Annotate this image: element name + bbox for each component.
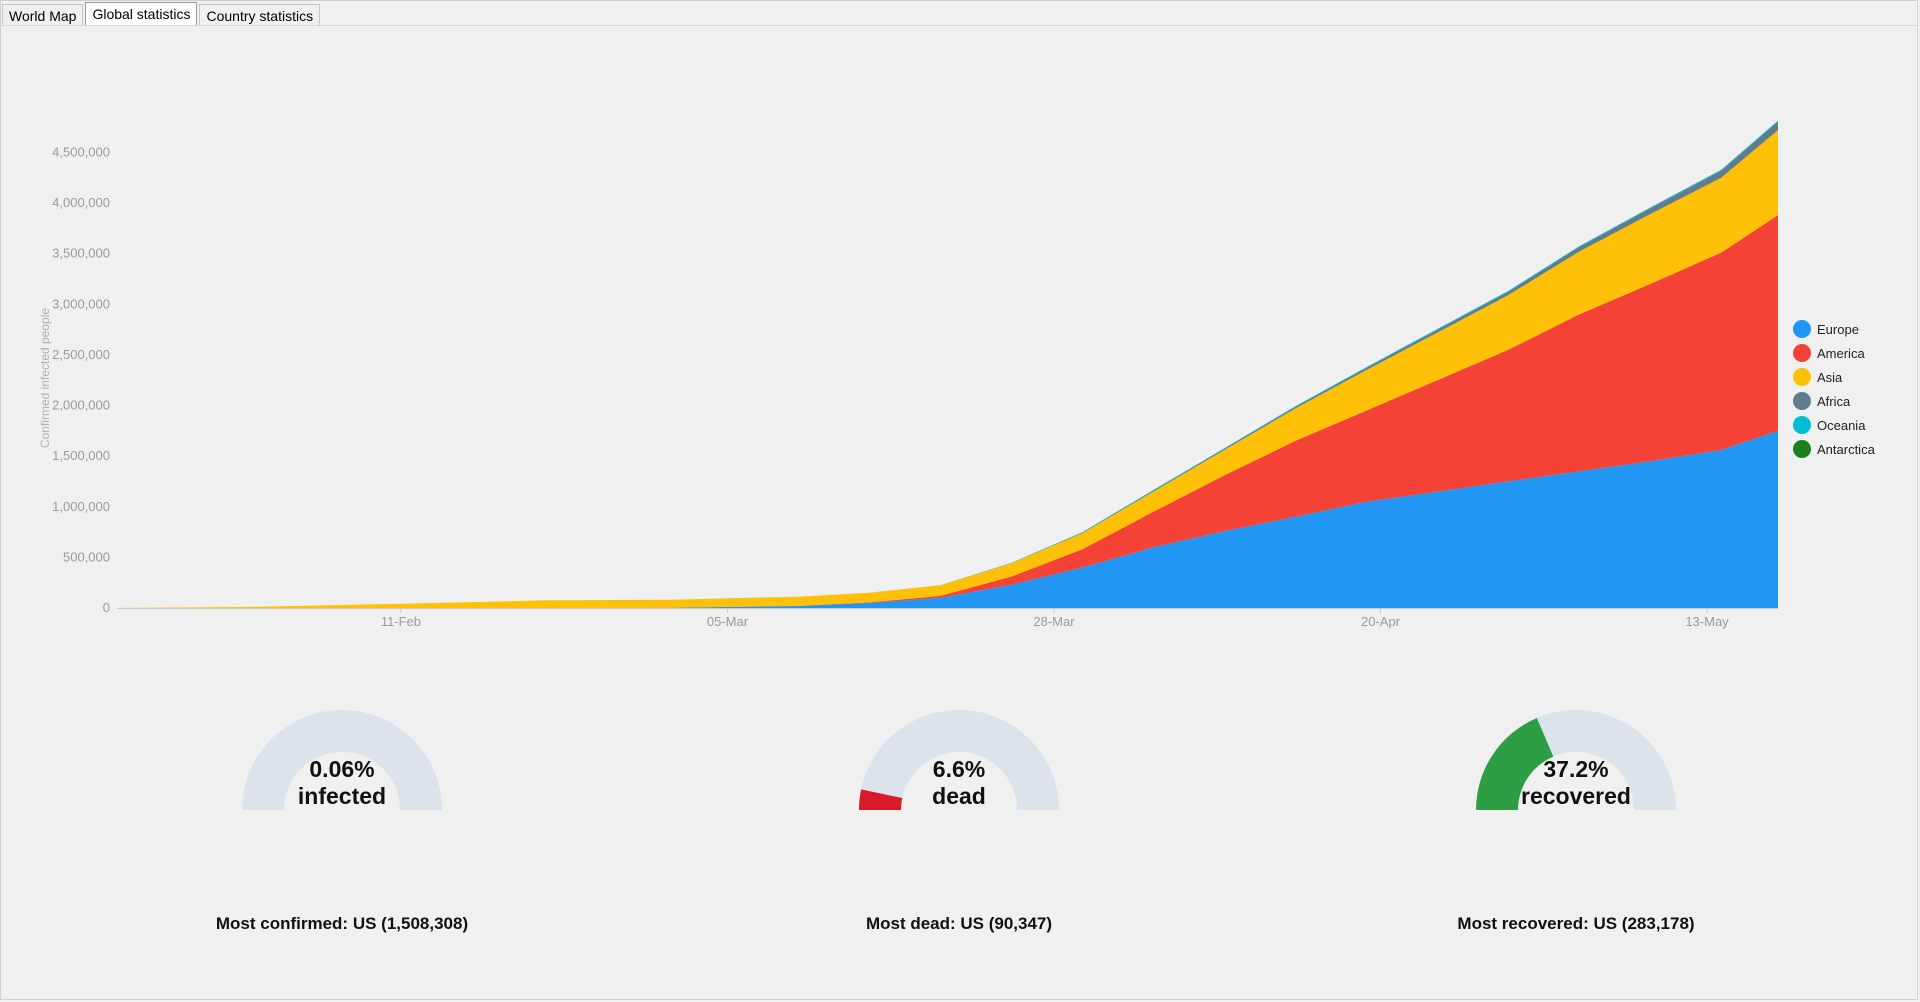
tab-global-statistics[interactable]: Global statistics: [85, 2, 198, 25]
most-confirmed-text: Most confirmed: US (1,508,308): [215, 914, 469, 933]
most-recovered-text: Most recovered: US (283,178): [1457, 914, 1695, 933]
x-axis: 11-Feb 05-Mar 28-Mar 20-Apr 13-May: [381, 608, 1729, 629]
legend-label: Asia: [1817, 369, 1843, 385]
gauge-dead-word: dead: [932, 783, 986, 809]
legend-dot: [1793, 416, 1811, 434]
legend-item-america[interactable]: America: [1793, 341, 1875, 365]
x-tick-label: 05-Mar: [707, 614, 749, 629]
gauge-infected-graphic: [242, 709, 442, 810]
gauge-infected-word: infected: [297, 783, 387, 809]
y-axis-title: Confirmed infected people: [38, 308, 52, 448]
legend-dot: [1793, 440, 1811, 458]
y-tick-label: 2,000,000: [52, 398, 110, 413]
x-tick-label: 28-Mar: [1033, 614, 1075, 629]
legend-label: Africa: [1817, 393, 1851, 409]
legend-item-oceania[interactable]: Oceania: [1793, 413, 1875, 437]
y-tick-label: 500,000: [63, 549, 110, 564]
legend-label: Oceania: [1817, 417, 1866, 433]
x-tick-label: 13-May: [1685, 614, 1729, 629]
legend-dot: [1793, 368, 1811, 386]
y-tick-label: 0: [103, 600, 110, 615]
y-tick-label: 1,000,000: [52, 499, 110, 514]
gauge-fill: [1476, 717, 1554, 810]
tab-bar: World Map Global statistics Country stat…: [2, 2, 322, 26]
legend-item-antarctica[interactable]: Antarctica: [1793, 437, 1875, 461]
gauge-recovered-graphic: [1476, 709, 1676, 810]
area-asia: [117, 130, 1778, 608]
x-tick-label: 20-Apr: [1361, 614, 1401, 629]
legend-label: Europe: [1817, 321, 1859, 337]
legend-label: Antarctica: [1817, 441, 1875, 457]
gauge-infected-percent: 0.06%: [309, 756, 375, 782]
gauge-track: [242, 709, 442, 810]
gauge-fill: [859, 789, 903, 810]
legend-dot: [1793, 320, 1811, 338]
gauge-dead: 6.6% dead: [849, 700, 1069, 820]
gauge-track: [859, 709, 1059, 810]
y-axis: 0 500,000 1,000,000 1,500,000 2,000,000 2,500…: [52, 144, 110, 615]
gauge-dead-percent: 6.6%: [932, 756, 986, 782]
gauge-dead-graphic: [859, 709, 1059, 810]
legend-item-europe[interactable]: Europe: [1793, 317, 1875, 341]
chart-areas: [117, 120, 1778, 608]
gauge-recovered-word: recovered: [1521, 783, 1631, 809]
chart-legend: Europe America Asia Africa Oceania Antar…: [1793, 317, 1875, 461]
area-america: [117, 215, 1778, 608]
y-tick-label: 3,000,000: [52, 296, 110, 311]
tab-divider: [2, 25, 1918, 26]
gauge-recovered: 37.2% recovered: [1466, 700, 1686, 820]
gauge-infected: 0.06% infected: [232, 700, 452, 820]
stacked-area-chart: 0 500,000 1,000,000 1,500,000 2,000,000 2,500…: [38, 120, 1778, 629]
legend-item-africa[interactable]: Africa: [1793, 389, 1875, 413]
y-tick-label: 3,500,000: [52, 246, 110, 261]
most-dead-text: Most dead: US (90,347): [865, 914, 1053, 933]
y-tick-label: 4,500,000: [52, 144, 110, 159]
tab-world-map[interactable]: World Map: [2, 4, 84, 26]
legend-dot: [1793, 392, 1811, 410]
y-tick-label: 4,000,000: [52, 195, 110, 210]
tab-country-statistics[interactable]: Country statistics: [199, 4, 321, 26]
area-europe: [117, 430, 1778, 608]
gauge-recovered-percent: 37.2%: [1543, 756, 1609, 782]
legend-item-asia[interactable]: Asia: [1793, 365, 1875, 389]
x-tick-label: 11-Feb: [381, 614, 421, 629]
legend-label: America: [1817, 345, 1865, 361]
y-tick-label: 1,500,000: [52, 448, 110, 463]
y-tick-label: 2,500,000: [52, 347, 110, 362]
legend-dot: [1793, 344, 1811, 362]
